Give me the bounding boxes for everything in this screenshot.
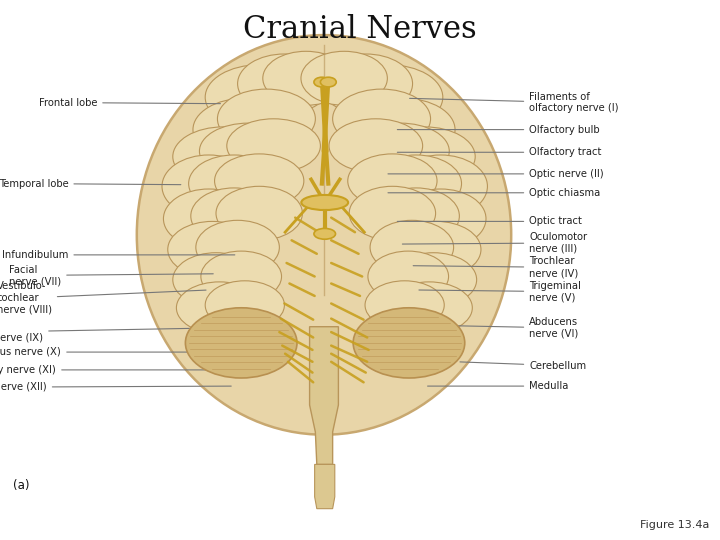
Text: Vestibulo-
cochlear
nerve (VIII): Vestibulo- cochlear nerve (VIII) <box>0 281 206 315</box>
Ellipse shape <box>320 77 336 87</box>
Text: Frontal lobe: Frontal lobe <box>39 98 220 107</box>
Ellipse shape <box>215 154 304 208</box>
Ellipse shape <box>205 65 313 130</box>
Ellipse shape <box>390 253 477 307</box>
Text: Accessory nerve (XI): Accessory nerve (XI) <box>0 365 224 375</box>
Ellipse shape <box>333 89 431 148</box>
Text: Medulla: Medulla <box>428 381 569 391</box>
Ellipse shape <box>374 127 475 186</box>
Ellipse shape <box>301 51 387 105</box>
Ellipse shape <box>319 54 413 113</box>
Ellipse shape <box>392 221 481 278</box>
Ellipse shape <box>216 186 302 240</box>
Ellipse shape <box>314 77 330 87</box>
Ellipse shape <box>395 189 486 248</box>
Ellipse shape <box>302 195 348 210</box>
Ellipse shape <box>162 155 256 218</box>
Text: Oculomotor
nerve (III): Oculomotor nerve (III) <box>402 232 588 254</box>
Text: Olfactory bulb: Olfactory bulb <box>397 125 600 134</box>
Ellipse shape <box>189 155 279 212</box>
Ellipse shape <box>370 220 454 274</box>
Ellipse shape <box>137 35 511 435</box>
Ellipse shape <box>371 155 462 212</box>
Ellipse shape <box>163 189 254 248</box>
Ellipse shape <box>196 220 279 274</box>
Polygon shape <box>315 464 335 509</box>
Polygon shape <box>310 327 338 464</box>
Text: Optic chiasma: Optic chiasma <box>388 188 600 198</box>
Text: Optic tract: Optic tract <box>397 217 582 226</box>
Ellipse shape <box>201 251 282 302</box>
Ellipse shape <box>335 65 443 130</box>
Text: Trigeminal
nerve (V): Trigeminal nerve (V) <box>419 281 581 302</box>
Ellipse shape <box>205 281 284 329</box>
Text: Trochlear
nerve (IV): Trochlear nerve (IV) <box>413 256 578 278</box>
Ellipse shape <box>227 119 320 173</box>
Text: (a): (a) <box>13 480 30 492</box>
Ellipse shape <box>191 188 277 244</box>
Ellipse shape <box>173 253 259 307</box>
Ellipse shape <box>193 98 297 161</box>
Ellipse shape <box>314 228 336 239</box>
Text: Glosso-
pharyngeal nerve (IX): Glosso- pharyngeal nerve (IX) <box>0 321 220 343</box>
Text: Hypoglossal nerve (XII): Hypoglossal nerve (XII) <box>0 382 231 392</box>
Ellipse shape <box>186 308 297 378</box>
Ellipse shape <box>351 123 449 179</box>
Ellipse shape <box>368 251 449 302</box>
Text: Temporal lobe: Temporal lobe <box>0 179 181 188</box>
Ellipse shape <box>373 188 459 244</box>
Text: Figure 13.4a: Figure 13.4a <box>640 520 709 530</box>
Ellipse shape <box>365 281 444 329</box>
Ellipse shape <box>238 54 331 113</box>
Ellipse shape <box>351 98 455 161</box>
Ellipse shape <box>394 155 487 218</box>
Ellipse shape <box>199 123 297 179</box>
Ellipse shape <box>217 89 315 148</box>
Text: Cranial Nerves: Cranial Nerves <box>243 14 477 44</box>
Ellipse shape <box>348 154 437 208</box>
Ellipse shape <box>353 308 465 378</box>
Text: Abducens
nerve (VI): Abducens nerve (VI) <box>424 317 578 339</box>
Text: Olfactory tract: Olfactory tract <box>397 147 602 157</box>
Ellipse shape <box>349 186 436 240</box>
Ellipse shape <box>386 282 472 334</box>
Text: Infundibulum: Infundibulum <box>2 250 235 260</box>
Text: Cerebellum: Cerebellum <box>460 361 586 370</box>
Ellipse shape <box>329 119 423 173</box>
Text: Facial
nerve (VII): Facial nerve (VII) <box>9 265 213 286</box>
Text: Vagus nerve (X): Vagus nerve (X) <box>0 347 219 357</box>
Ellipse shape <box>168 221 257 278</box>
Ellipse shape <box>176 282 263 334</box>
Text: Optic nerve (II): Optic nerve (II) <box>388 169 604 179</box>
Text: Filaments of
olfactory nerve (I): Filaments of olfactory nerve (I) <box>410 92 618 113</box>
Ellipse shape <box>263 51 349 105</box>
Ellipse shape <box>173 127 274 186</box>
